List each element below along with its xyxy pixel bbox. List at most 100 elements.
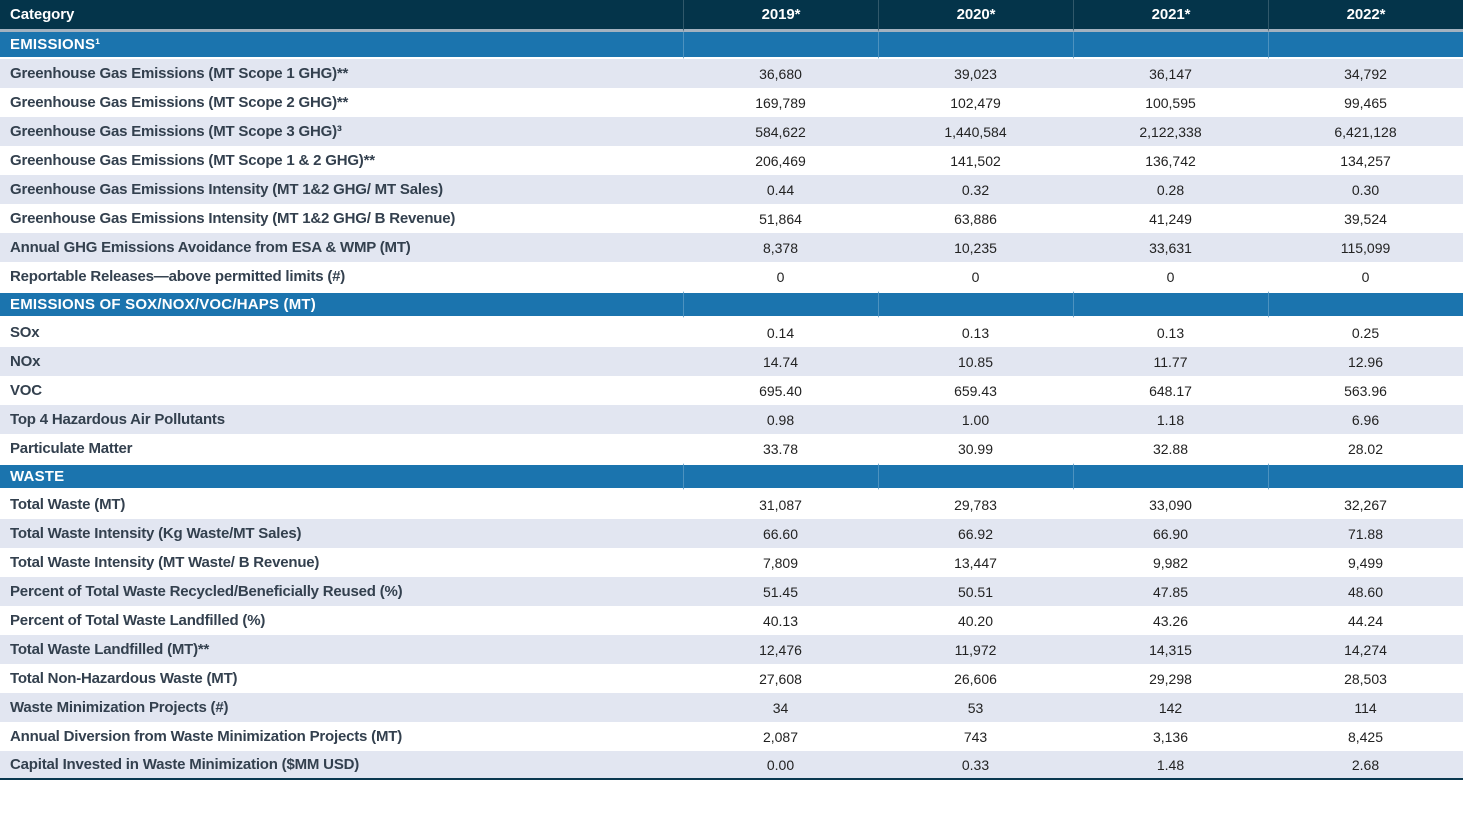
year-column-header-2019: 2019* — [683, 0, 878, 32]
esg-metrics-page: Category 2019* 2020* 2021* 2022* EMISSIO… — [0, 0, 1463, 780]
row-value: 28,503 — [1268, 664, 1463, 693]
row-value: 0 — [878, 262, 1073, 291]
row-value: 10,235 — [878, 233, 1073, 262]
table-row: Greenhouse Gas Emissions (MT Scope 3 GHG… — [0, 117, 1463, 146]
row-value: 50.51 — [878, 577, 1073, 606]
table-row: Annual Diversion from Waste Minimization… — [0, 722, 1463, 751]
section-title: WASTE — [0, 463, 683, 490]
table-row: Capital Invested in Waste Minimization (… — [0, 751, 1463, 780]
row-value: 32.88 — [1073, 434, 1268, 463]
row-label: Greenhouse Gas Emissions (MT Scope 2 GHG… — [0, 88, 683, 117]
row-value: 36,680 — [683, 59, 878, 88]
section-header-cell — [1268, 32, 1463, 59]
category-column-header: Category — [0, 0, 683, 32]
row-value: 66.90 — [1073, 519, 1268, 548]
year-column-header-2020: 2020* — [878, 0, 1073, 32]
row-value: 43.26 — [1073, 606, 1268, 635]
row-value: 53 — [878, 693, 1073, 722]
row-label: SOx — [0, 318, 683, 347]
table-row: Greenhouse Gas Emissions (MT Scope 1 GHG… — [0, 59, 1463, 88]
table-header-row: Category 2019* 2020* 2021* 2022* — [0, 0, 1463, 32]
row-value: 9,982 — [1073, 548, 1268, 577]
row-value: 27,608 — [683, 664, 878, 693]
row-value: 28.02 — [1268, 434, 1463, 463]
row-value: 41,249 — [1073, 204, 1268, 233]
row-value: 3,136 — [1073, 722, 1268, 751]
row-value: 743 — [878, 722, 1073, 751]
row-value: 134,257 — [1268, 146, 1463, 175]
table-row: Percent of Total Waste Recycled/Benefici… — [0, 577, 1463, 606]
row-value: 114 — [1268, 693, 1463, 722]
row-value: 39,524 — [1268, 204, 1463, 233]
row-value: 0.14 — [683, 318, 878, 347]
row-value: 11.77 — [1073, 347, 1268, 376]
section-header-cell — [1268, 291, 1463, 318]
table-row: Total Waste Intensity (Kg Waste/MT Sales… — [0, 519, 1463, 548]
row-value: 648.17 — [1073, 376, 1268, 405]
row-value: 51,864 — [683, 204, 878, 233]
year-column-header-2021: 2021* — [1073, 0, 1268, 32]
row-value: 51.45 — [683, 577, 878, 606]
row-value: 8,378 — [683, 233, 878, 262]
row-value: 13,447 — [878, 548, 1073, 577]
row-label: NOx — [0, 347, 683, 376]
table-row: Greenhouse Gas Emissions Intensity (MT 1… — [0, 204, 1463, 233]
row-label: Greenhouse Gas Emissions (MT Scope 1 & 2… — [0, 146, 683, 175]
row-value: 12,476 — [683, 635, 878, 664]
row-value: 0.32 — [878, 175, 1073, 204]
row-value: 63,886 — [878, 204, 1073, 233]
row-label: Greenhouse Gas Emissions Intensity (MT 1… — [0, 175, 683, 204]
section-header-cell — [878, 291, 1073, 318]
row-label: Percent of Total Waste Landfilled (%) — [0, 606, 683, 635]
row-value: 48.60 — [1268, 577, 1463, 606]
row-value: 1,440,584 — [878, 117, 1073, 146]
row-label: Annual Diversion from Waste Minimization… — [0, 722, 683, 751]
row-value: 14.74 — [683, 347, 878, 376]
section-header-cell — [1073, 32, 1268, 59]
row-value: 0.98 — [683, 405, 878, 434]
table-body: EMISSIONS¹ Greenhouse Gas Emissions (MT S… — [0, 32, 1463, 780]
row-value: 12.96 — [1268, 347, 1463, 376]
row-value: 66.60 — [683, 519, 878, 548]
row-value: 2,122,338 — [1073, 117, 1268, 146]
table-row: Percent of Total Waste Landfilled (%) 40.… — [0, 606, 1463, 635]
row-value: 0.13 — [878, 318, 1073, 347]
table-row: Greenhouse Gas Emissions (MT Scope 2 GHG… — [0, 88, 1463, 117]
row-value: 9,499 — [1268, 548, 1463, 577]
row-value: 31,087 — [683, 490, 878, 519]
row-value: 141,502 — [878, 146, 1073, 175]
table-row: Greenhouse Gas Emissions (MT Scope 1 & 2… — [0, 146, 1463, 175]
row-value: 1.00 — [878, 405, 1073, 434]
section-title: EMISSIONS¹ — [0, 32, 683, 59]
row-value: 1.18 — [1073, 405, 1268, 434]
table-row: VOC 695.40 659.43 648.17 563.96 — [0, 376, 1463, 405]
table-row: Total Waste Intensity (MT Waste/ B Reven… — [0, 548, 1463, 577]
row-value: 32,267 — [1268, 490, 1463, 519]
section-header-cell — [878, 463, 1073, 490]
row-value: 10.85 — [878, 347, 1073, 376]
row-value: 30.99 — [878, 434, 1073, 463]
table-row: Total Non-Hazardous Waste (MT) 27,608 26,6… — [0, 664, 1463, 693]
row-value: 40.20 — [878, 606, 1073, 635]
row-value: 29,298 — [1073, 664, 1268, 693]
row-value: 34,792 — [1268, 59, 1463, 88]
row-value: 2,087 — [683, 722, 878, 751]
section-header-cell — [1073, 463, 1268, 490]
row-value: 695.40 — [683, 376, 878, 405]
row-value: 33,090 — [1073, 490, 1268, 519]
row-label: Annual GHG Emissions Avoidance from ESA … — [0, 233, 683, 262]
row-value: 8,425 — [1268, 722, 1463, 751]
row-value: 2.68 — [1268, 751, 1463, 780]
table-row: Top 4 Hazardous Air Pollutants 0.98 1.00 1.… — [0, 405, 1463, 434]
section-header-cell — [683, 463, 878, 490]
section-header-cell — [878, 32, 1073, 59]
section-header-cell — [683, 291, 878, 318]
row-value: 102,479 — [878, 88, 1073, 117]
row-value: 29,783 — [878, 490, 1073, 519]
table-row: Total Waste Landfilled (MT)** 12,476 11,97… — [0, 635, 1463, 664]
section-header-cell — [683, 32, 878, 59]
row-value: 34 — [683, 693, 878, 722]
section-header-row: EMISSIONS¹ — [0, 32, 1463, 59]
row-value: 0.00 — [683, 751, 878, 780]
row-label: Reportable Releases—above permitted limi… — [0, 262, 683, 291]
